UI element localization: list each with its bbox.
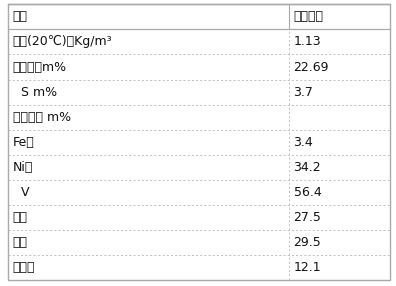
Bar xyxy=(8,255,390,280)
Bar xyxy=(8,54,390,80)
Text: 沥青质: 沥青质 xyxy=(13,261,35,274)
Text: 3.7: 3.7 xyxy=(293,86,313,99)
Text: 胶质: 胶质 xyxy=(13,236,28,249)
Text: Fe，: Fe， xyxy=(13,136,34,149)
Text: 密度(20℃)，Kg/m³: 密度(20℃)，Kg/m³ xyxy=(13,35,112,48)
Text: 金属含量 m%: 金属含量 m% xyxy=(13,111,71,124)
Bar xyxy=(8,155,390,180)
Bar xyxy=(8,130,390,155)
Text: Ni，: Ni， xyxy=(13,161,33,174)
Bar xyxy=(8,205,390,230)
Text: 34.2: 34.2 xyxy=(293,161,321,174)
Text: 项目: 项目 xyxy=(13,10,28,23)
Text: 12.1: 12.1 xyxy=(293,261,321,274)
Text: 3.4: 3.4 xyxy=(293,136,313,149)
Bar xyxy=(8,80,390,105)
Text: 56.4: 56.4 xyxy=(293,186,321,199)
Text: 1.13: 1.13 xyxy=(293,35,321,48)
Text: 芳烃: 芳烃 xyxy=(13,211,28,224)
Text: V: V xyxy=(13,186,29,199)
Text: 27.5: 27.5 xyxy=(293,211,322,224)
Text: 残炭値；m%: 残炭値；m% xyxy=(13,61,67,74)
Bar xyxy=(8,105,390,130)
Bar xyxy=(8,29,390,54)
Bar xyxy=(8,180,390,205)
Bar xyxy=(8,4,390,29)
Text: 29.5: 29.5 xyxy=(293,236,321,249)
Text: 分析结果: 分析结果 xyxy=(293,10,324,23)
Text: 22.69: 22.69 xyxy=(293,61,329,74)
Text: S m%: S m% xyxy=(13,86,57,99)
Bar xyxy=(8,230,390,255)
